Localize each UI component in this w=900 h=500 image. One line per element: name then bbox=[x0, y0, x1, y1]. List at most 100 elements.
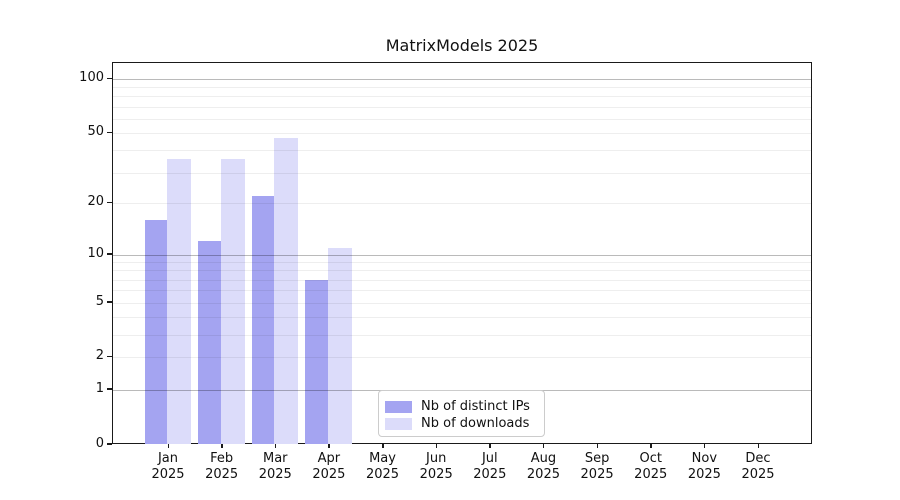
x-axis-tick-label-line: 2025 bbox=[258, 467, 292, 482]
x-axis-tick-label: Nov 2025 bbox=[672, 451, 736, 483]
bar-downloads bbox=[327, 247, 352, 445]
gridline-minor bbox=[113, 357, 811, 359]
x-axis-tick-label-line: Aug bbox=[530, 451, 557, 466]
x-axis-tick-mark bbox=[167, 444, 169, 448]
y-axis-tick-label: 50 bbox=[87, 124, 104, 140]
x-axis-tick-label-line: Oct bbox=[639, 451, 662, 466]
gridline-minor bbox=[113, 302, 811, 304]
x-axis-tick-label-line: Feb bbox=[210, 451, 234, 466]
bar-downloads bbox=[274, 137, 299, 445]
y-axis-tick-label: 100 bbox=[79, 70, 104, 85]
gridline-major bbox=[113, 254, 811, 256]
y-axis-tick-mark bbox=[107, 77, 112, 79]
gridline-minor bbox=[113, 317, 811, 319]
y-axis-tick-mark bbox=[107, 301, 112, 303]
chart-title: MatrixModels 2025 bbox=[385, 36, 539, 55]
x-axis-tick-label-line: 2025 bbox=[419, 467, 453, 482]
legend-item-distinct-ips: Nb of distinct IPs bbox=[385, 398, 536, 415]
x-axis-tick-mark bbox=[221, 444, 223, 448]
y-axis-tick-mark bbox=[107, 388, 112, 390]
x-axis-tick-label-line: Mar bbox=[263, 451, 288, 466]
gridline-major bbox=[113, 79, 811, 80]
x-axis-tick-mark bbox=[703, 444, 706, 448]
x-axis-tick-label-line: 2025 bbox=[473, 467, 507, 482]
bar-downloads bbox=[167, 158, 191, 445]
plot-area bbox=[112, 62, 812, 445]
x-axis-tick-label-line: Jan bbox=[157, 451, 179, 466]
x-axis-tick-label-line: 2025 bbox=[634, 467, 668, 482]
x-axis-tick-label-line: 2025 bbox=[741, 467, 775, 482]
y-axis-tick-label: 5 bbox=[95, 293, 104, 309]
x-axis-tick-mark bbox=[650, 444, 652, 448]
x-axis-tick-mark bbox=[489, 444, 491, 448]
bar-downloads bbox=[220, 158, 245, 445]
x-axis-tick-label-line: 2025 bbox=[580, 467, 614, 482]
x-axis-tick-mark bbox=[328, 444, 330, 448]
x-axis-tick-label-line: 2025 bbox=[312, 467, 346, 482]
gridline-minor bbox=[113, 203, 811, 205]
y-axis-tick-label: 1 bbox=[95, 380, 104, 396]
bar-distinct-ips bbox=[305, 279, 328, 445]
y-axis-tick-label: 0 bbox=[95, 435, 104, 451]
bar-distinct-ips bbox=[144, 220, 167, 445]
y-axis-tick-label: 10 bbox=[87, 245, 104, 261]
x-axis-tick-label-line: 2025 bbox=[205, 467, 239, 482]
legend-item-downloads: Nb of downloads bbox=[385, 415, 536, 432]
x-axis-tick-label: Apr 2025 bbox=[297, 451, 361, 483]
x-axis-tick-label: Jul 2025 bbox=[458, 451, 522, 483]
x-axis-tick-mark bbox=[435, 444, 438, 448]
x-axis-tick-label: May 2025 bbox=[351, 451, 415, 483]
x-axis-tick-label: Feb 2025 bbox=[190, 451, 254, 483]
gridline-minor bbox=[113, 118, 811, 120]
x-axis-tick-mark bbox=[757, 444, 759, 448]
x-axis-tick-label-line: 2025 bbox=[687, 467, 721, 482]
x-axis-tick-mark bbox=[274, 444, 277, 448]
legend: Nb of distinct IPs Nb of downloads bbox=[378, 390, 545, 437]
legend-label-downloads: Nb of downloads bbox=[421, 416, 530, 431]
y-axis-tick-mark bbox=[107, 355, 112, 358]
x-axis-tick-label-line: Dec bbox=[745, 451, 771, 466]
gridline-minor bbox=[113, 334, 811, 336]
gridline-minor bbox=[113, 172, 811, 174]
x-axis-tick-label-line: May bbox=[369, 451, 396, 466]
x-axis-tick-mark bbox=[382, 444, 384, 448]
bar-distinct-ips bbox=[198, 241, 221, 445]
gridline-minor bbox=[113, 290, 811, 292]
y-axis-tick-mark bbox=[107, 201, 112, 204]
x-axis-tick-label: Dec 2025 bbox=[726, 451, 790, 483]
legend-swatch-distinct-ips bbox=[385, 400, 412, 413]
legend-swatch-downloads bbox=[385, 417, 412, 430]
y-axis-tick-mark bbox=[107, 443, 112, 445]
x-axis-tick-label: Aug 2025 bbox=[511, 451, 575, 483]
x-axis-tick-mark bbox=[542, 444, 545, 448]
x-axis-tick-label-line: Nov bbox=[691, 451, 718, 466]
y-axis-tick-mark bbox=[107, 253, 112, 255]
gridline-minor bbox=[113, 106, 811, 108]
x-axis-tick-label-line: 2025 bbox=[526, 467, 560, 482]
gridline-minor bbox=[113, 270, 811, 272]
x-axis-tick-label-line: 2025 bbox=[365, 467, 400, 482]
x-axis-tick-label: Oct 2025 bbox=[619, 451, 683, 483]
x-axis-tick-label: Jan 2025 bbox=[136, 451, 200, 483]
x-axis-tick-label-line: 2025 bbox=[151, 467, 185, 482]
x-axis-tick-label-line: Jul bbox=[481, 451, 498, 466]
gridline-minor bbox=[113, 133, 811, 135]
x-axis-tick-label-line: Jun bbox=[426, 451, 447, 466]
gridline-minor bbox=[113, 96, 811, 98]
gridline-minor bbox=[113, 87, 811, 89]
bar-distinct-ips bbox=[251, 196, 275, 445]
x-axis-tick-label-line: Sep bbox=[584, 451, 610, 466]
gridline-minor bbox=[113, 279, 811, 281]
x-axis-tick-label-line: Apr bbox=[317, 451, 341, 466]
gridline-minor bbox=[113, 262, 811, 264]
legend-label-distinct-ips: Nb of distinct IPs bbox=[421, 399, 530, 414]
y-axis-tick-mark bbox=[107, 131, 112, 134]
y-axis-tick-label: 20 bbox=[87, 194, 104, 210]
x-axis-tick-label: Mar 2025 bbox=[243, 451, 307, 483]
x-axis-tick-mark bbox=[596, 444, 599, 448]
gridline-minor bbox=[113, 150, 811, 152]
x-axis-tick-label: Sep 2025 bbox=[565, 451, 629, 483]
y-axis-tick-label: 2 bbox=[95, 348, 104, 364]
x-axis-tick-label: Jun 2025 bbox=[404, 451, 468, 483]
